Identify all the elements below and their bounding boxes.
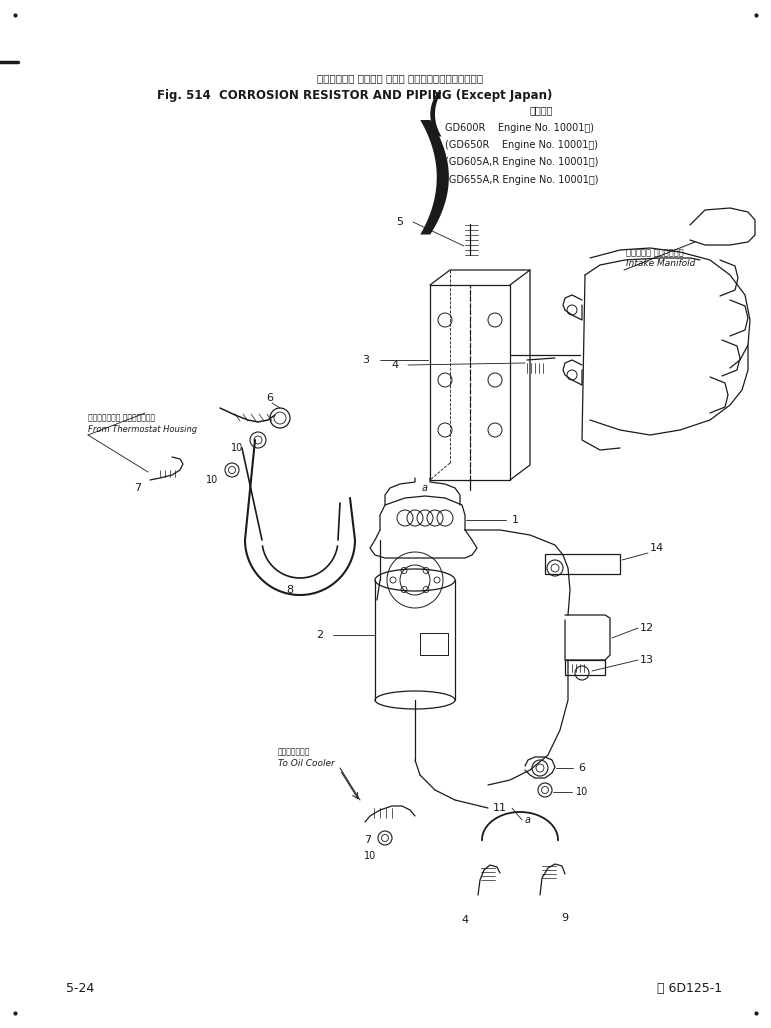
Text: a: a <box>525 815 531 825</box>
Text: 5: 5 <box>396 217 403 227</box>
Bar <box>565 660 605 675</box>
Text: 10: 10 <box>231 443 243 453</box>
Text: 10: 10 <box>576 787 588 797</box>
Text: 9: 9 <box>561 913 568 923</box>
Text: 10: 10 <box>364 851 376 861</box>
Text: (GD650R    Engine No. 10001～): (GD650R Engine No. 10001～) <box>445 140 598 150</box>
Text: 適用号機: 適用号機 <box>530 105 554 115</box>
Text: 4: 4 <box>461 915 469 925</box>
Text: コロージョン レジスタ および パイピング　　海　外　向: コロージョン レジスタ および パイピング 海 外 向 <box>317 73 483 83</box>
Text: 10: 10 <box>206 475 218 485</box>
Bar <box>420 633 448 655</box>
Text: 12: 12 <box>640 623 654 633</box>
Text: To Oil Cooler: To Oil Cooler <box>278 760 335 769</box>
Text: オイルクーラー: オイルクーラー <box>278 747 311 757</box>
Text: GD600R    Engine No. 10001～): GD600R Engine No. 10001～) <box>445 123 594 133</box>
Text: 5-24: 5-24 <box>66 982 94 994</box>
Text: 3: 3 <box>362 355 369 365</box>
Text: (GD605A,R Engine No. 10001～): (GD605A,R Engine No. 10001～) <box>445 157 598 167</box>
Text: 14: 14 <box>650 543 664 553</box>
Text: 2: 2 <box>316 630 324 640</box>
Text: ): ) <box>410 119 460 245</box>
Text: ⒪ 6D125-1: ⒪ 6D125-1 <box>658 982 722 994</box>
Text: 7: 7 <box>365 835 372 845</box>
Text: インテーク マニホールド: インテーク マニホールド <box>626 249 684 257</box>
Text: Intake Manifold: Intake Manifold <box>626 259 695 268</box>
Text: サーモスタット ハウジングから: サーモスタット ハウジングから <box>88 413 155 423</box>
Text: From Thermostat Housing: From Thermostat Housing <box>88 426 197 435</box>
Text: (: ( <box>426 91 445 139</box>
Text: 6: 6 <box>578 763 585 773</box>
Text: 4: 4 <box>392 360 399 370</box>
Text: 7: 7 <box>134 483 142 493</box>
Text: Fig. 514  CORROSION RESISTOR AND PIPING (Except Japan): Fig. 514 CORROSION RESISTOR AND PIPING (… <box>157 89 553 103</box>
Bar <box>545 554 620 574</box>
Text: a: a <box>422 483 428 493</box>
Text: 13: 13 <box>640 655 654 665</box>
Text: 1: 1 <box>511 515 519 525</box>
Text: 8: 8 <box>287 585 294 595</box>
Text: 6: 6 <box>267 393 274 403</box>
Text: 11: 11 <box>493 803 507 813</box>
Text: (GD655A,R Engine No. 10001～): (GD655A,R Engine No. 10001～) <box>445 175 598 185</box>
